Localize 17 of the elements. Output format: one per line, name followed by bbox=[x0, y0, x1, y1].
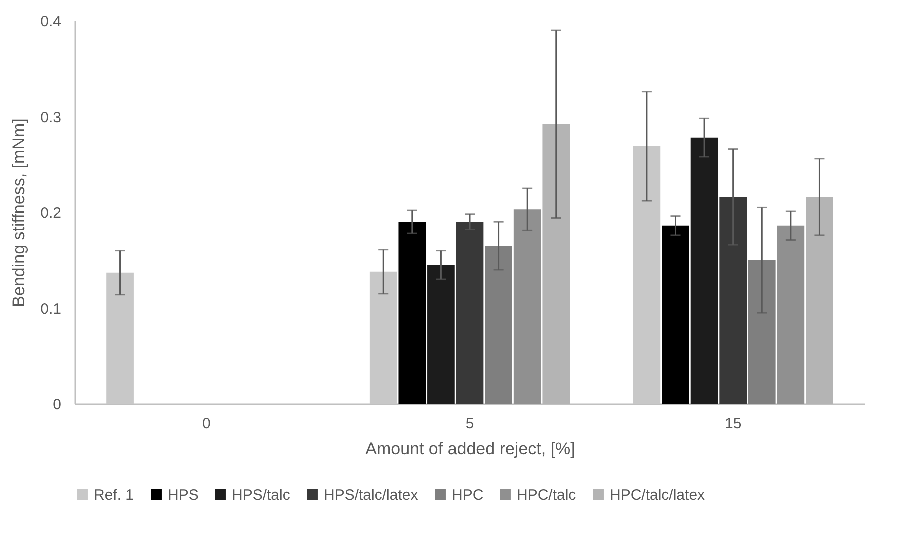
y-tick-label: 0 bbox=[53, 396, 62, 414]
legend-label: Ref. 1 bbox=[94, 486, 134, 504]
legend-label: HPS/talc/latex bbox=[324, 486, 419, 504]
legend-label: HPC/talc/latex bbox=[610, 486, 706, 504]
y-axis-title: Bending stiffness, [mNm] bbox=[10, 118, 29, 308]
y-tick-label: 0.1 bbox=[40, 300, 62, 318]
legend-label: HPS bbox=[168, 486, 199, 504]
y-tick-label: 0.2 bbox=[40, 205, 62, 222]
x-tick-label: 15 bbox=[724, 416, 742, 432]
legend-label: HPC bbox=[452, 486, 484, 504]
legend-label: HPC/talc bbox=[517, 486, 577, 504]
y-tick-label: 0.3 bbox=[40, 109, 62, 126]
x-tick-label: 0 bbox=[202, 416, 211, 432]
x-tick-label: 5 bbox=[466, 416, 474, 432]
legend-label: HPS/talc bbox=[232, 486, 291, 504]
x-axis-title: Amount of added reject, [%] bbox=[366, 440, 576, 458]
y-tick-label: 0.4 bbox=[40, 14, 62, 30]
